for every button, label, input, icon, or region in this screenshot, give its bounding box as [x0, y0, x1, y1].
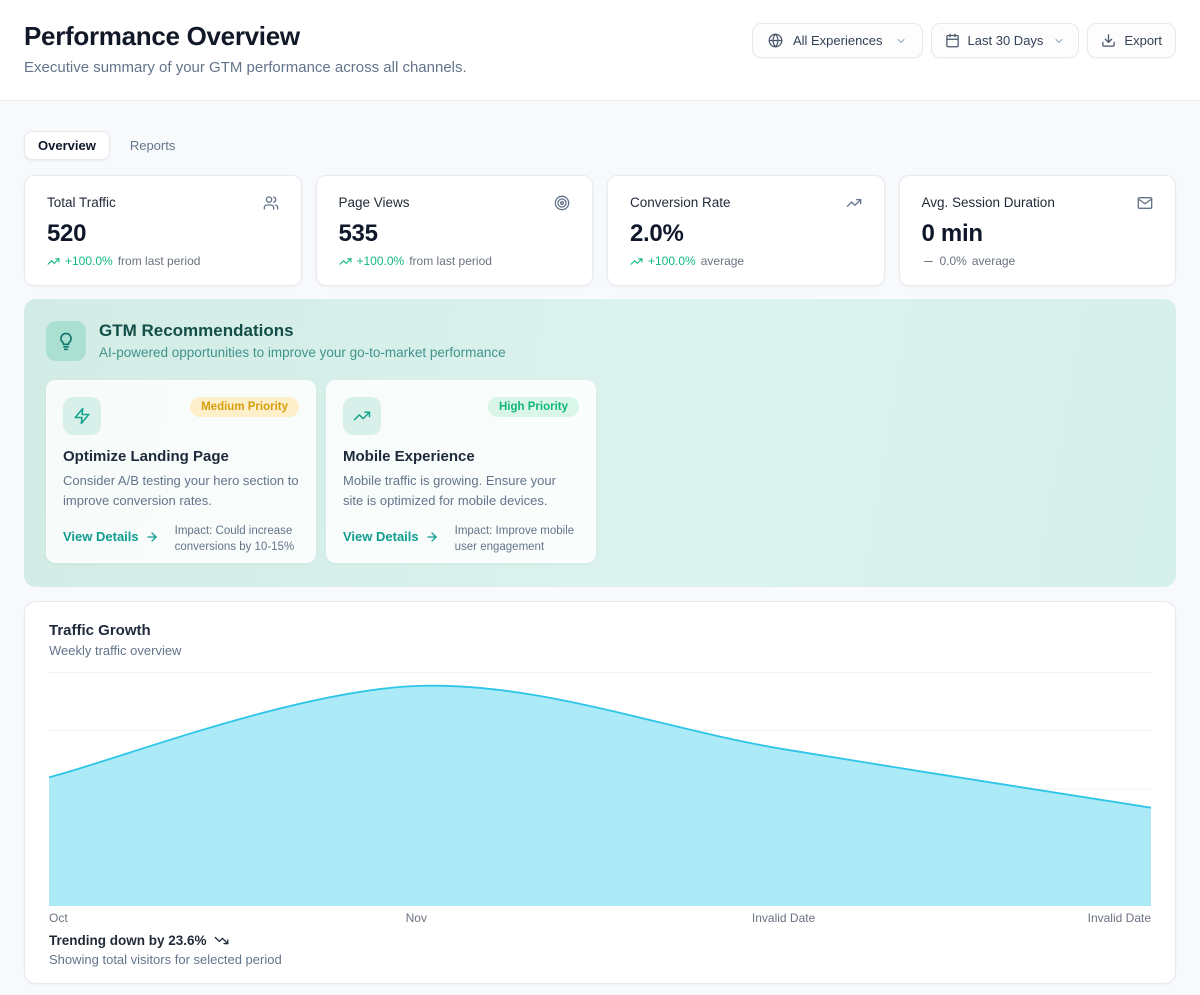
mail-icon [1137, 197, 1153, 209]
recommendations-subtitle: AI-powered opportunities to improve your… [99, 345, 506, 360]
kpi-label: Conversion Rate [630, 195, 731, 210]
traffic-area-chart [49, 672, 1151, 906]
recommendations-header: GTM Recommendations AI-powered opportuni… [46, 321, 1154, 361]
area-series-line [49, 686, 1151, 808]
kpi-delta-note: average [700, 254, 745, 268]
download-icon [1102, 34, 1116, 47]
chevron-down-icon [897, 38, 905, 43]
impact-text: Impact: Could increase conversions by 10… [174, 525, 295, 554]
impact-text: Impact: Improve mobile user engagement [454, 525, 575, 554]
kpi-label: Total Traffic [47, 195, 116, 210]
view-details-button[interactable]: View Details [343, 529, 439, 544]
export-label: Export [1124, 33, 1162, 48]
x-axis-labels: Oct Nov Invalid Date Invalid Date [49, 911, 1151, 927]
arrow-right-icon [146, 531, 157, 542]
experience-filter-label: All Experiences [792, 33, 883, 48]
trending-up-icon-box [343, 397, 381, 435]
trending-up-icon [47, 257, 60, 265]
recommendation-cards: Medium Priority Optimize Landing Page Co… [46, 380, 1154, 563]
trend-summary: Trending down by 23.6% [49, 933, 207, 948]
kpi-delta-value: +100.0% [65, 254, 113, 268]
recommendation-description: Mobile traffic is growing. Ensure your s… [343, 473, 556, 508]
kpi-label: Avg. Session Duration [921, 195, 1055, 210]
chevron-down-icon [1055, 38, 1063, 43]
export-button[interactable]: Export [1087, 23, 1176, 58]
arrow-right-icon [426, 531, 437, 542]
tab-reports[interactable]: Reports [116, 131, 190, 160]
header-actions: All Experiences Last 30 Days Export [751, 23, 1176, 58]
priority-badge: High Priority [487, 397, 579, 417]
users-icon [263, 196, 278, 210]
kpi-value: 535 [338, 220, 378, 247]
kpi-delta-note: from last period [409, 254, 492, 268]
date-range-button[interactable]: Last 30 Days [930, 23, 1080, 58]
x-axis-tick: Invalid Date [1087, 911, 1151, 925]
tab-overview[interactable]: Overview [24, 131, 110, 160]
zap-icon-box [63, 397, 101, 435]
date-range-label: Last 30 Days [967, 33, 1044, 48]
area-chart-svg [49, 672, 1151, 906]
kpi-delta-note: from last period [117, 254, 201, 268]
view-details-label: View Details [63, 529, 139, 544]
kpi-delta-value: +100.0% [356, 254, 405, 268]
kpi-card-page-views: Page Views 535 +100.0% from last period [315, 175, 593, 286]
recommendation-description: Consider A/B testing your hero section t… [63, 473, 299, 508]
kpi-delta-note: average [971, 254, 1016, 268]
globe-icon [768, 33, 783, 48]
recommendation-card-optimize-landing-page: Medium Priority Optimize Landing Page Co… [46, 380, 316, 563]
lightbulb-icon [60, 332, 72, 351]
recommendation-card-mobile-experience: High Priority Mobile Experience Mobile t… [326, 380, 596, 563]
area-series-fill [49, 685, 1151, 906]
view-details-button[interactable]: View Details [63, 529, 159, 544]
kpi-card-total-traffic: Total Traffic 520 +100.0% from last peri… [24, 175, 302, 286]
x-axis-tick: Nov [405, 911, 427, 925]
kpi-value: 520 [47, 220, 87, 247]
kpi-card-conversion-rate: Conversion Rate 2.0% +100.0% average [607, 175, 885, 286]
recommendation-title: Mobile Experience [343, 448, 475, 465]
kpi-value: 2.0% [630, 220, 684, 247]
target-icon [554, 195, 570, 211]
trending-up-icon [846, 199, 861, 207]
trending-up-icon [339, 257, 351, 265]
priority-badge: Medium Priority [190, 397, 299, 417]
kpi-delta-value: 0.0% [939, 254, 967, 268]
experience-filter-button[interactable]: All Experiences [751, 23, 923, 58]
recommendations-title: GTM Recommendations [99, 321, 294, 340]
gtm-recommendations-banner: GTM Recommendations AI-powered opportuni… [24, 299, 1176, 587]
page-subtitle: Executive summary of your GTM performanc… [24, 59, 467, 76]
lightbulb-icon-box [46, 321, 86, 361]
page-header: Performance Overview Executive summary o… [0, 0, 1200, 101]
chart-subtitle: Weekly traffic overview [49, 643, 182, 658]
recommendation-title: Optimize Landing Page [63, 448, 229, 465]
x-axis-tick: Invalid Date [751, 911, 816, 925]
x-axis-tick: Oct [49, 911, 68, 925]
view-details-label: View Details [343, 529, 419, 544]
chart-title: Traffic Growth [49, 622, 151, 639]
calendar-icon [945, 33, 959, 48]
chart-footer: Trending down by 23.6% Showing total vis… [49, 933, 1151, 967]
main-content: Overview Reports Total Traffic 520 +100.… [0, 101, 1200, 984]
minus-icon [923, 260, 933, 262]
chart-footnote: Showing total visitors for selected peri… [49, 952, 282, 967]
page-title: Performance Overview [24, 21, 300, 51]
zap-icon [74, 407, 90, 425]
header-text: Performance Overview Executive summary o… [24, 21, 467, 76]
kpi-value: 0 min [921, 220, 983, 247]
kpi-grid: Total Traffic 520 +100.0% from last peri… [24, 175, 1176, 286]
trending-up-icon [353, 411, 371, 421]
traffic-growth-card: Traffic Growth Weekly traffic overview O… [24, 601, 1176, 984]
kpi-delta-value: +100.0% [648, 254, 696, 268]
tab-bar: Overview Reports [24, 131, 1176, 160]
kpi-label: Page Views [338, 195, 410, 210]
trending-up-icon [630, 257, 643, 265]
trending-down-icon [214, 936, 228, 945]
kpi-card-session-duration: Avg. Session Duration 0 min 0.0% average [898, 175, 1176, 286]
